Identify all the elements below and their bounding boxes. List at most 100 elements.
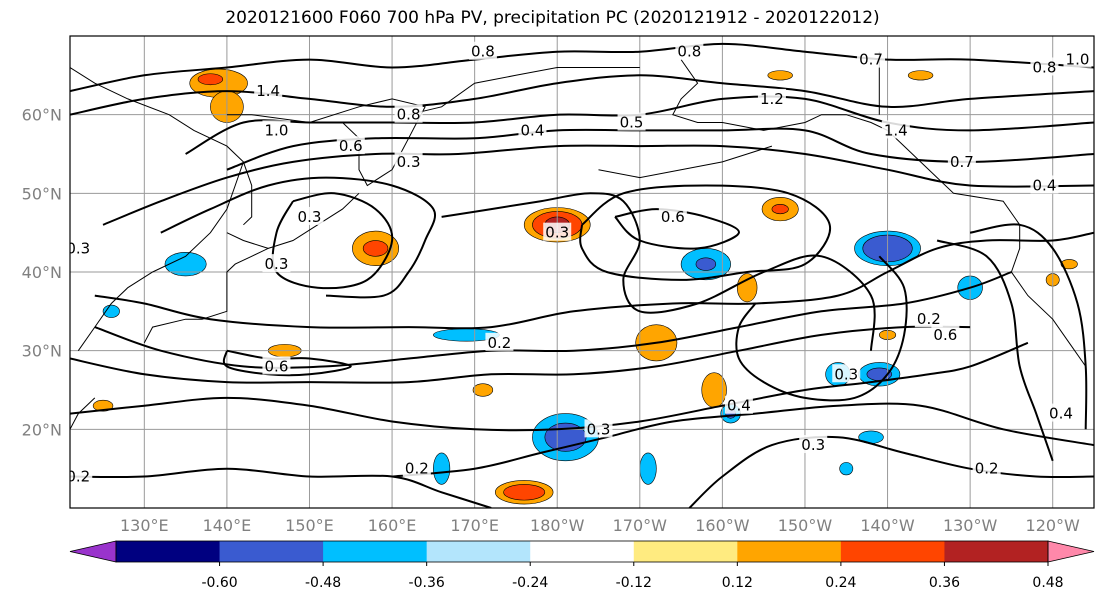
latitude-labels: 60°N 50°N 40°N 30°N 20°N [22, 106, 62, 440]
precip-blob [164, 252, 207, 277]
contour-label-bg [757, 88, 786, 107]
coastline [242, 161, 253, 226]
contour-label-bg [262, 356, 291, 375]
precip-blob [771, 204, 789, 215]
precip-blob [102, 304, 120, 318]
lon-label: 170°E [450, 516, 499, 535]
pv-contour [70, 325, 971, 384]
precip-blob [907, 70, 934, 81]
pv-contour [94, 231, 1094, 330]
pv-contour [94, 271, 1012, 369]
contour-label: 1.0 [1066, 51, 1090, 69]
coastline [70, 67, 244, 351]
contour-label-bg [931, 324, 960, 343]
pv-contour [102, 144, 1094, 226]
colorbar-segment [944, 541, 1049, 562]
contour-label: 0.3 [545, 224, 569, 242]
contour-label-bg [832, 364, 861, 383]
contour-label-bg [724, 395, 753, 414]
contour-label-bg [617, 112, 646, 131]
coastline [672, 59, 888, 131]
contour-label-bg [402, 458, 431, 477]
pv-contour [160, 176, 436, 299]
lat-label: 60°N [22, 106, 62, 125]
lat-label: 30°N [22, 342, 62, 361]
contour-label: 0.3 [801, 436, 825, 454]
pv-contour [70, 74, 1094, 116]
precip-blob [503, 484, 546, 501]
contour-label: 0.6 [933, 326, 957, 344]
precip-blob [736, 273, 758, 303]
lon-label: 160°E [368, 516, 417, 535]
contour-label-bg [394, 151, 423, 170]
colorbar-tick-label: -0.36 [409, 575, 445, 591]
contour-label: 1.2 [760, 90, 784, 108]
lon-label: 130°W [943, 516, 998, 535]
contour-label-bg [70, 238, 93, 257]
lon-label: 120°W [1026, 516, 1081, 535]
lon-label: 130°E [120, 516, 169, 535]
contour-label-bg [914, 309, 943, 328]
colorbar-segment [219, 541, 324, 562]
contour-label-bg [1063, 49, 1092, 68]
lon-label: 170°W [613, 516, 668, 535]
pv-contour [441, 192, 876, 351]
precip-blob [433, 452, 451, 485]
contour-label-bg [1030, 175, 1059, 194]
pv-contours [70, 42, 1094, 508]
colorbar-frame [115, 540, 1049, 563]
lat-label: 20°N [22, 420, 62, 439]
precip-blob [1060, 259, 1078, 270]
contour-label: 0.7 [859, 51, 883, 69]
contour-label-bg [518, 120, 547, 139]
precip-blob [695, 257, 717, 271]
contour-label-bg [658, 206, 687, 225]
colorbar: -0.60 -0.48 -0.36 -0.24 -0.12 0.12 0.24 0.36 0.4… [69, 540, 1095, 591]
colorbar-segment [530, 541, 635, 562]
contour-label-bg [857, 49, 886, 68]
contour-label: 0.5 [620, 114, 644, 132]
contour-label-bg [543, 222, 572, 241]
contour-label: 0.8 [677, 43, 701, 61]
contour-label-bg [336, 136, 365, 155]
contour-label: 0.3 [265, 255, 289, 273]
contour-label: 0.3 [587, 420, 611, 438]
contour-label-bg [1030, 57, 1059, 76]
coastline [143, 232, 270, 344]
precip-blob [92, 399, 114, 412]
pv-contour [70, 341, 1029, 432]
contour-label: 0.4 [727, 397, 751, 415]
colorbar-segment [737, 541, 842, 562]
plot-frame [69, 35, 1095, 509]
contour-label: 0.2 [66, 468, 90, 486]
pv-contour [936, 239, 1054, 462]
contour-label: 0.8 [471, 43, 495, 61]
colorbar-segment [840, 541, 945, 562]
precip-blob [639, 452, 657, 485]
colorbar-arrow-high [1047, 540, 1095, 563]
pv-contour [735, 255, 908, 402]
contour-label: 0.2 [917, 310, 941, 328]
colorbar-arrow-low [69, 540, 117, 563]
precip-blob [839, 462, 854, 476]
contour-label: 0.2 [405, 460, 429, 478]
lon-label: 160°W [695, 516, 750, 535]
contour-label: 1.0 [265, 121, 289, 139]
colorbar-tick-label: -0.24 [512, 575, 548, 591]
pv-contour [688, 435, 1094, 508]
contour-label: 0.8 [397, 106, 421, 124]
contour-label-bg [394, 104, 423, 123]
pv-contour [579, 184, 832, 281]
coastline [408, 67, 640, 116]
colorbar-tick-label: -0.60 [201, 575, 237, 591]
contour-label-bg [799, 435, 828, 454]
contour-label-bg [254, 81, 283, 100]
contour-label-bg [468, 41, 497, 60]
pv-contour [70, 42, 1094, 93]
contour-label: 1.4 [256, 82, 280, 100]
contour-label: 0.3 [834, 365, 858, 383]
lon-label: 150°E [285, 516, 334, 535]
contour-label-bg [262, 120, 291, 139]
coastline [598, 145, 773, 179]
contour-label: 0.2 [487, 334, 511, 352]
